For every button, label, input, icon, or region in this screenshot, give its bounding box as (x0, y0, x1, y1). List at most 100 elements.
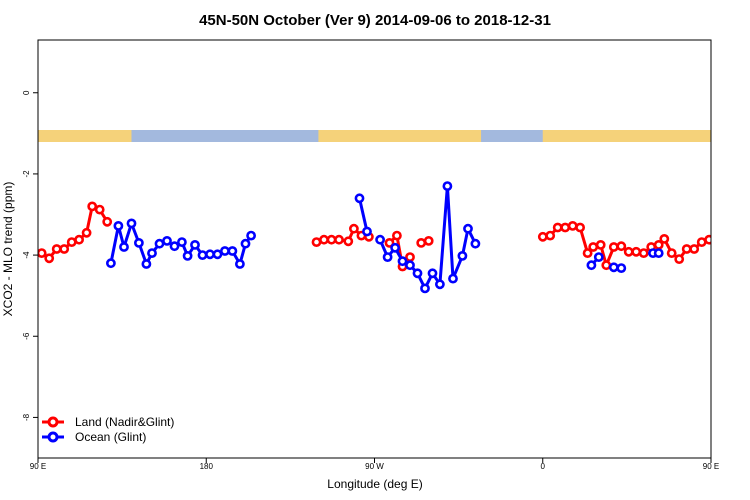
data-point-ocean (448, 273, 458, 284)
data-point-ocean (126, 218, 137, 229)
y-tick-label: -4 (22, 251, 31, 259)
data-point-ocean (246, 230, 256, 241)
data-point-land (713, 229, 720, 236)
data-point-land (689, 244, 700, 254)
data-point-ocean (427, 268, 438, 279)
data-point-ocean (169, 241, 180, 252)
data-point-land (681, 244, 692, 254)
data-point-ocean (745, 222, 750, 229)
data-point-ocean (470, 238, 481, 249)
data-point-ocean (382, 252, 393, 262)
data-point-ocean (154, 238, 165, 249)
data-point-land (59, 244, 70, 254)
data-point-ocean (197, 250, 208, 260)
data-point-land (631, 246, 642, 257)
data-point-land (545, 230, 556, 241)
legend-marker-land (47, 416, 59, 428)
data-point-land (537, 231, 548, 242)
data-point-land (588, 242, 599, 252)
x-tick-label: 180 (200, 462, 214, 471)
land-ocean-strip (38, 130, 711, 142)
data-point-ocean (234, 259, 245, 269)
chart-title: 45N-50N October (Ver 9) 2014-09-06 to 20… (199, 12, 551, 29)
data-point-land (416, 237, 427, 248)
data-point-ocean (190, 239, 200, 250)
data-point-ocean (434, 279, 445, 290)
data-point-land (575, 222, 585, 233)
data-point-ocean (362, 226, 372, 237)
data-point-land (311, 237, 322, 247)
data-point-land (94, 204, 105, 215)
data-point-ocean (737, 260, 744, 267)
data-point-ocean (119, 242, 129, 252)
data-point-ocean (162, 235, 172, 246)
series-line-land (40, 204, 109, 260)
data-point-land (659, 233, 670, 244)
data-point-ocean (113, 220, 124, 231)
y-axis: 0 -2 -4 -6 -8 (22, 90, 38, 421)
y-tick-label: -6 (22, 332, 31, 340)
data-point-land (552, 222, 563, 233)
data-point-land (719, 203, 726, 210)
legend-label-land: Land (Nadir&Glint) (75, 415, 174, 429)
land-band (38, 130, 132, 142)
data-point-land (608, 242, 619, 252)
data-point-land (567, 220, 578, 231)
data-point-ocean (593, 252, 604, 262)
data-point-land (102, 216, 113, 227)
data-point-land (704, 234, 711, 245)
legend-label-ocean: Ocean (Glint) (75, 430, 146, 444)
data-point-ocean (390, 242, 400, 253)
data-point-land (74, 234, 84, 245)
data-point-land (582, 248, 593, 258)
data-point-ocean (205, 249, 215, 260)
legend-marker-ocean (47, 431, 59, 443)
data-point-ocean (354, 193, 365, 204)
data-point-ocean (412, 268, 423, 279)
data-point-ocean (227, 246, 238, 256)
data-point-land (343, 236, 354, 247)
data-point-ocean (375, 234, 385, 245)
data-point-land (326, 234, 337, 245)
data-point-land (348, 223, 359, 234)
data-point-land (595, 239, 606, 250)
y-axis-label: XCO2 - MLO trend (ppm) (1, 182, 15, 317)
data-point-land (674, 254, 685, 264)
data-point-ocean (608, 262, 619, 273)
data-point-land (319, 234, 329, 245)
data-point-land (38, 248, 47, 258)
data-point-land (734, 218, 741, 225)
x-tick-label: 90 E (703, 462, 719, 471)
x-tick-label: 90 E (30, 462, 46, 471)
land-band (542, 130, 711, 142)
data-point-land (87, 201, 98, 212)
data-point-land (666, 248, 677, 258)
legend: Land (Nadir&Glint) Ocean (Glint) (42, 415, 174, 444)
land-band (318, 130, 482, 142)
data-point-land (405, 252, 415, 262)
x-axis: 90 E 180 90 W 0 90 E (30, 458, 719, 471)
data-point-ocean (463, 223, 473, 234)
y-tick-label: 0 (22, 90, 31, 95)
data-point-land (334, 234, 344, 245)
y-tick-label: -2 (22, 170, 31, 178)
data-point-ocean (212, 249, 223, 260)
data-point-land (81, 227, 92, 238)
x-tick-label: 0 (541, 462, 546, 471)
data-point-ocean (616, 263, 627, 273)
data-point-ocean (240, 238, 251, 249)
data-point-land (391, 230, 402, 241)
data-point-ocean (182, 250, 193, 261)
data-point-ocean (586, 260, 597, 271)
data-point-ocean (176, 237, 187, 247)
series-ocean (106, 181, 750, 294)
data-point-land (51, 244, 62, 254)
data-point-land (423, 235, 434, 246)
series-line-ocean (741, 223, 750, 264)
data-point-ocean (147, 248, 157, 258)
data-point-land (623, 246, 634, 257)
data-point-land (560, 222, 571, 233)
data-point-ocean (106, 258, 116, 269)
x-axis-label: Longitude (deg E) (327, 477, 422, 491)
